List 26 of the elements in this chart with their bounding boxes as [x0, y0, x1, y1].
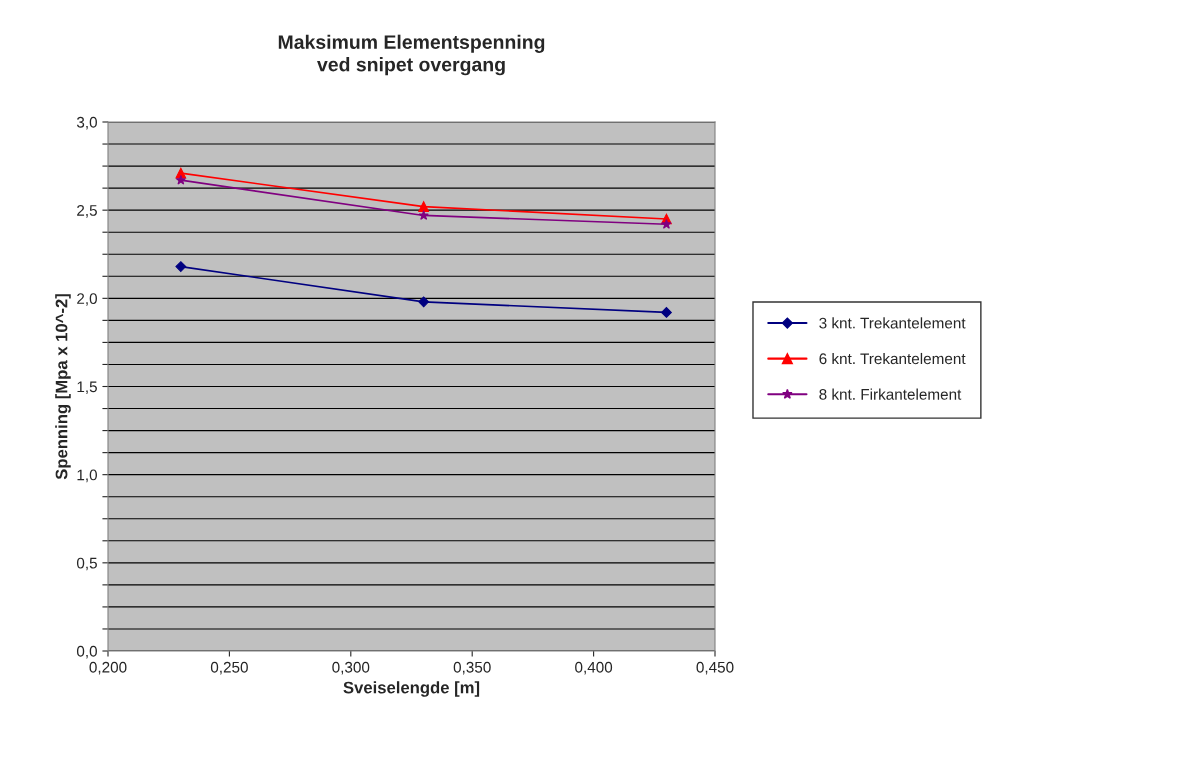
- y-tick-label: 2,5: [77, 205, 97, 218]
- point: [661, 307, 672, 318]
- legend-label: 8 knt. Firkantelement: [819, 388, 962, 400]
- x-tick-label: 0,350: [453, 661, 491, 675]
- point: [175, 174, 186, 185]
- y-tick-label: 1,0: [77, 469, 97, 483]
- x-axis-title: Sveiselengde [m]: [343, 681, 480, 697]
- y-tick-label: 0,0: [76, 645, 97, 659]
- legend-label: 3 knt. Trekantelement: [819, 317, 966, 329]
- point: [661, 218, 672, 229]
- point: [418, 210, 429, 220]
- point: [418, 296, 430, 308]
- y-tick-label: 1,5: [77, 381, 97, 394]
- x-tick-label: 0,400: [575, 661, 613, 675]
- x-tick-label: 0,450: [696, 661, 734, 675]
- x-tick-label: 0,200: [89, 661, 127, 675]
- y-tick-label: 0,5: [76, 557, 97, 571]
- y-tick-label: 2,0: [77, 293, 97, 306]
- chart-title: Maksimum Elementspenning ved snipet overgang: [278, 34, 545, 76]
- y-axis-title: Spenning [Mpa x 10^-2]: [55, 294, 71, 480]
- x-tick-label: 0,250: [210, 661, 248, 675]
- point: [418, 201, 430, 213]
- point: [175, 261, 187, 273]
- x-tick-label: 0,300: [332, 661, 370, 675]
- y-tick-label: 3,0: [76, 116, 97, 130]
- legend-label: 6 knt. Trekantelement: [819, 352, 966, 365]
